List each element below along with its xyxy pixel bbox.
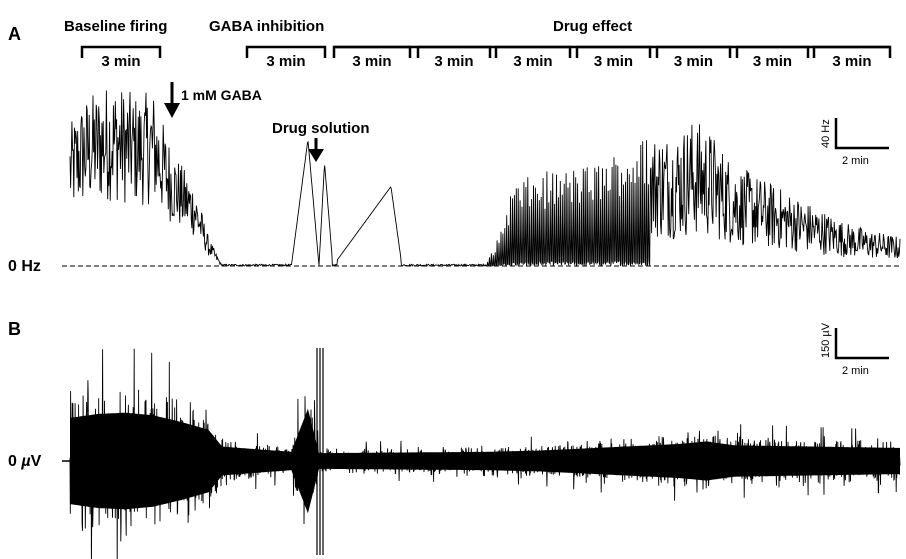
phase-drug-label: Drug effect <box>553 18 632 35</box>
segment-label: 3 min <box>674 53 713 70</box>
panel-b-zero-number: 0 <box>8 453 21 470</box>
phase-gaba-label: GABA inhibition <box>209 18 324 35</box>
panel-b-scalebar-x-label: 2 min <box>842 365 869 377</box>
panel-b-zero-label: 0 µV <box>8 453 42 470</box>
firing-rate-series <box>69 90 901 268</box>
panel-a-zero-label: 0 Hz <box>8 258 41 275</box>
segment-label: 3 min <box>832 53 871 70</box>
gaba-arrow-icon <box>164 82 180 118</box>
drug-arrow-icon <box>308 138 324 162</box>
panel-b-voltage-trace <box>69 348 901 559</box>
panel-b-label: B <box>8 319 21 339</box>
segment-label: 3 min <box>434 53 473 70</box>
phase-baseline-label: Baseline firing <box>64 18 167 35</box>
panel-b-zero-unit: V <box>31 453 42 470</box>
segment-label: 3 min <box>753 53 792 70</box>
panel-a-scalebar-x-label: 2 min <box>842 155 869 167</box>
panel-a-firing-rate-trace <box>69 90 901 268</box>
panel-a-scalebar-y-label: 40 Hz <box>820 119 832 148</box>
panel-a-scalebar: 40 Hz 2 min <box>820 118 889 167</box>
segment-bracket <box>80 45 162 58</box>
segment-brackets <box>80 45 892 58</box>
gaba-arrow-label: 1 mM GABA <box>181 87 262 103</box>
panel-b-zero-mu: µ <box>20 453 30 470</box>
panel-a-label: A <box>8 24 21 44</box>
panel-b-scalebar: 150 µV 2 min <box>820 322 889 377</box>
panel-b-scalebar-y-label: 150 µV <box>820 322 832 358</box>
segment-label: 3 min <box>101 53 140 70</box>
segment-label: 3 min <box>352 53 391 70</box>
segment-bracket <box>245 45 327 58</box>
segment-label: 3 min <box>594 53 633 70</box>
voltage-core-band <box>70 408 900 514</box>
segment-labels: 3 min 3 min 3 min 3 min 3 min 3 min 3 min 3 min… <box>101 53 871 70</box>
segment-label: 3 min <box>266 53 305 70</box>
drug-arrow-label: Drug solution <box>272 120 370 137</box>
segment-label: 3 min <box>513 53 552 70</box>
